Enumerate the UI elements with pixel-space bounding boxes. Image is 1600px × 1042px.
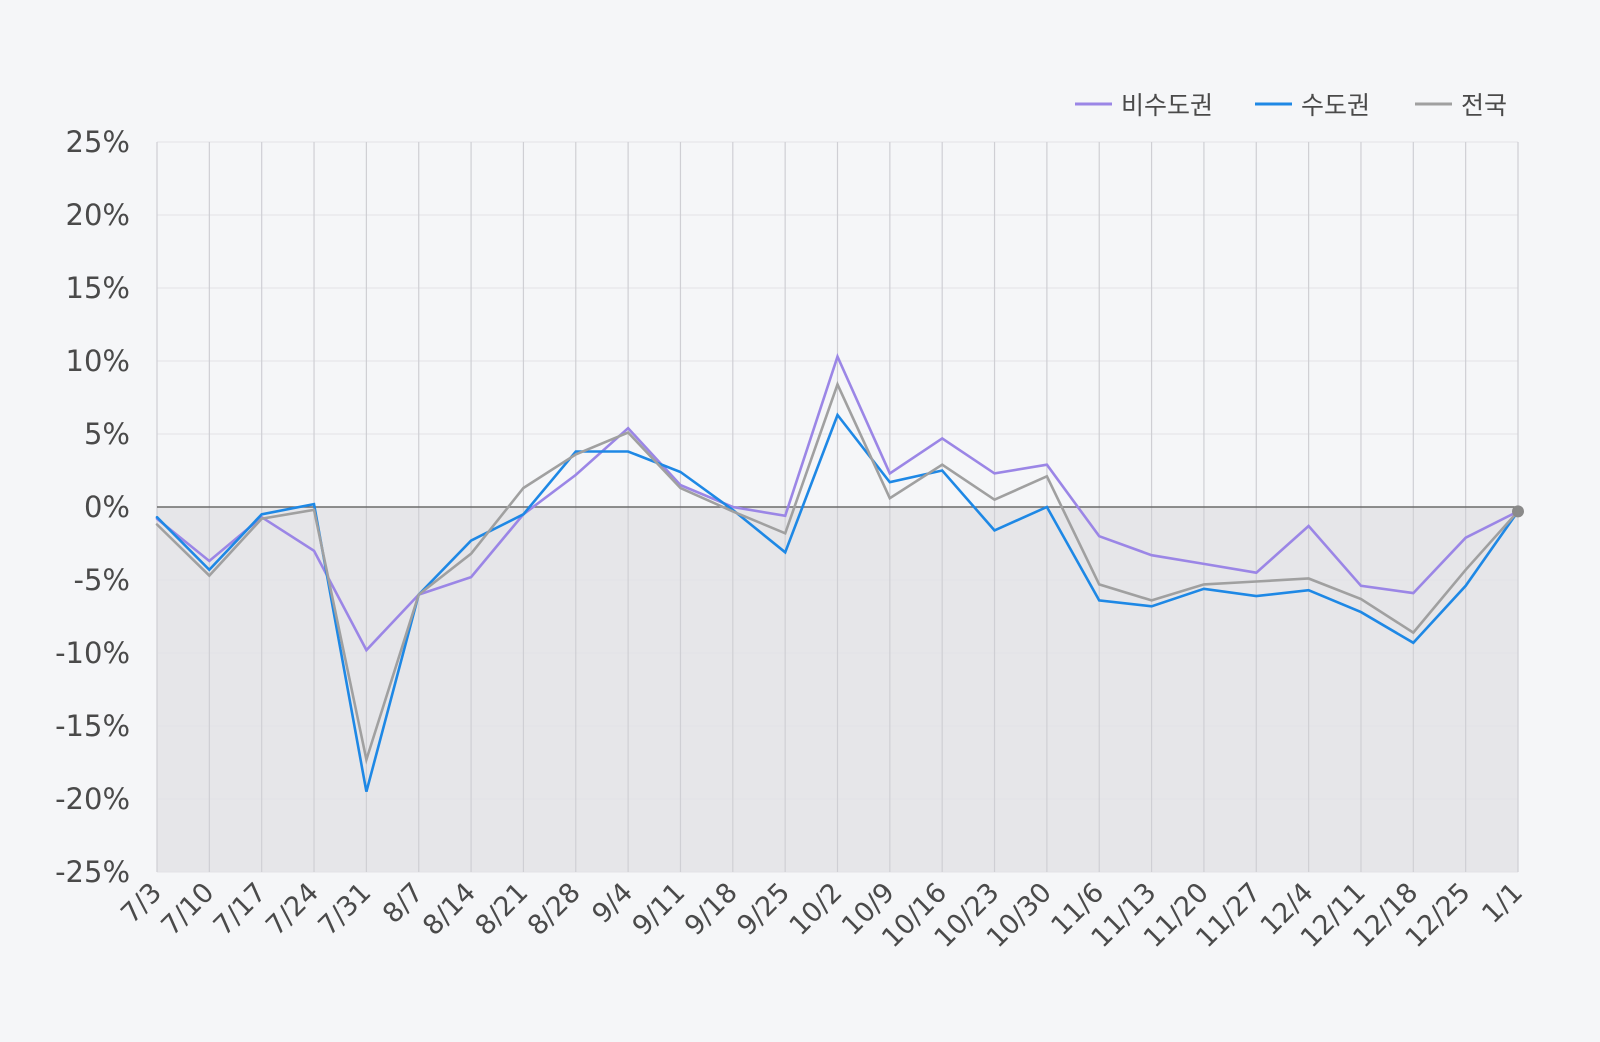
x-tick-label: 7/10 [155, 877, 220, 942]
legend-label: 비수도권 [1121, 91, 1213, 120]
x-tick-label: 9/18 [679, 877, 744, 942]
end-point-marker [1512, 505, 1524, 517]
x-tick-label: 7/31 [313, 877, 378, 942]
y-tick-label: -25% [55, 855, 130, 889]
legend-label: 수도권 [1301, 91, 1370, 120]
y-tick-label: -20% [55, 782, 130, 816]
y-tick-label: -15% [55, 709, 130, 743]
y-tick-label: -10% [55, 636, 130, 670]
x-tick-label: 8/21 [470, 877, 535, 942]
y-axis-ticks: 25% 20% 15% 10% 5% 0% -5% -10% -15% -20% -25% [55, 125, 130, 889]
x-tick-label: 1/1 [1476, 877, 1529, 930]
y-tick-label: 5% [84, 417, 130, 451]
y-tick-label: 25% [66, 125, 130, 159]
x-tick-label: 7/17 [208, 877, 273, 942]
y-tick-label: 20% [66, 198, 130, 232]
x-tick-label: 9/25 [731, 877, 796, 942]
x-tick-label: 7/24 [260, 877, 325, 942]
legend-label: 전국 [1461, 91, 1507, 120]
y-tick-label: 10% [66, 344, 130, 378]
y-tick-label: 0% [84, 490, 130, 524]
x-tick-label: 10/2 [784, 877, 849, 942]
x-tick-label: 9/11 [627, 877, 692, 942]
y-tick-label: 15% [66, 271, 130, 305]
x-tick-label: 8/28 [522, 877, 587, 942]
legend: 비수도권 수도권 전국 [1075, 91, 1507, 120]
y-tick-label: -5% [74, 563, 130, 597]
x-tick-label: 8/14 [417, 877, 482, 942]
